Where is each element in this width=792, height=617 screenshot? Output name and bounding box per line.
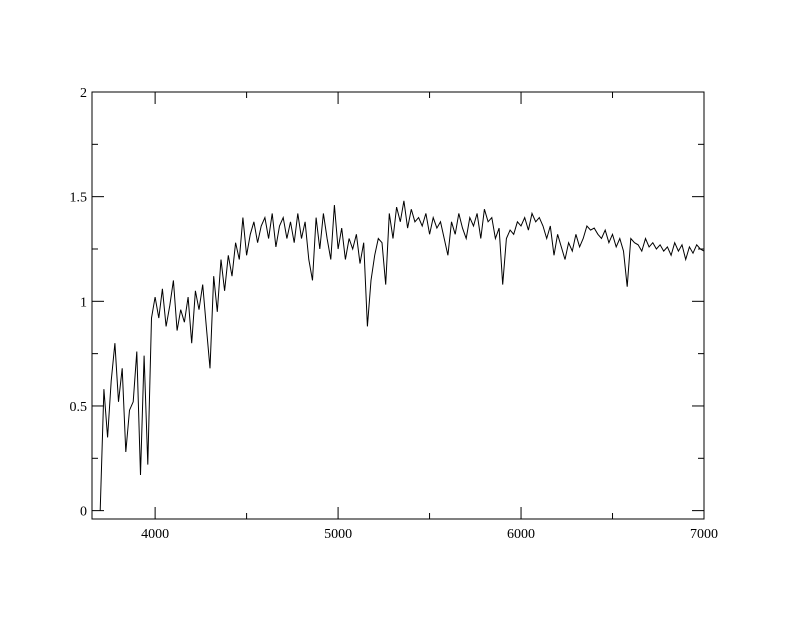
y-tick-label: 0.5 [70,400,88,415]
series-line [99,200,705,511]
y-tick-label: 2 [80,86,87,101]
plot-frame [91,91,705,520]
x-tick-label: 5000 [324,527,352,542]
x-tick-label: 6000 [507,527,535,542]
axis-ticks [92,91,705,519]
x-tick-label: 7000 [690,527,718,542]
tick-labels: 4000 5000 6000 7000 0 0.5 1 1.5 2 [70,86,719,542]
y-tick-label: 1.5 [70,191,88,206]
y-tick-label: 1 [80,295,87,310]
y-tick-label: 0 [80,505,87,520]
x-tick-label: 4000 [141,527,169,542]
